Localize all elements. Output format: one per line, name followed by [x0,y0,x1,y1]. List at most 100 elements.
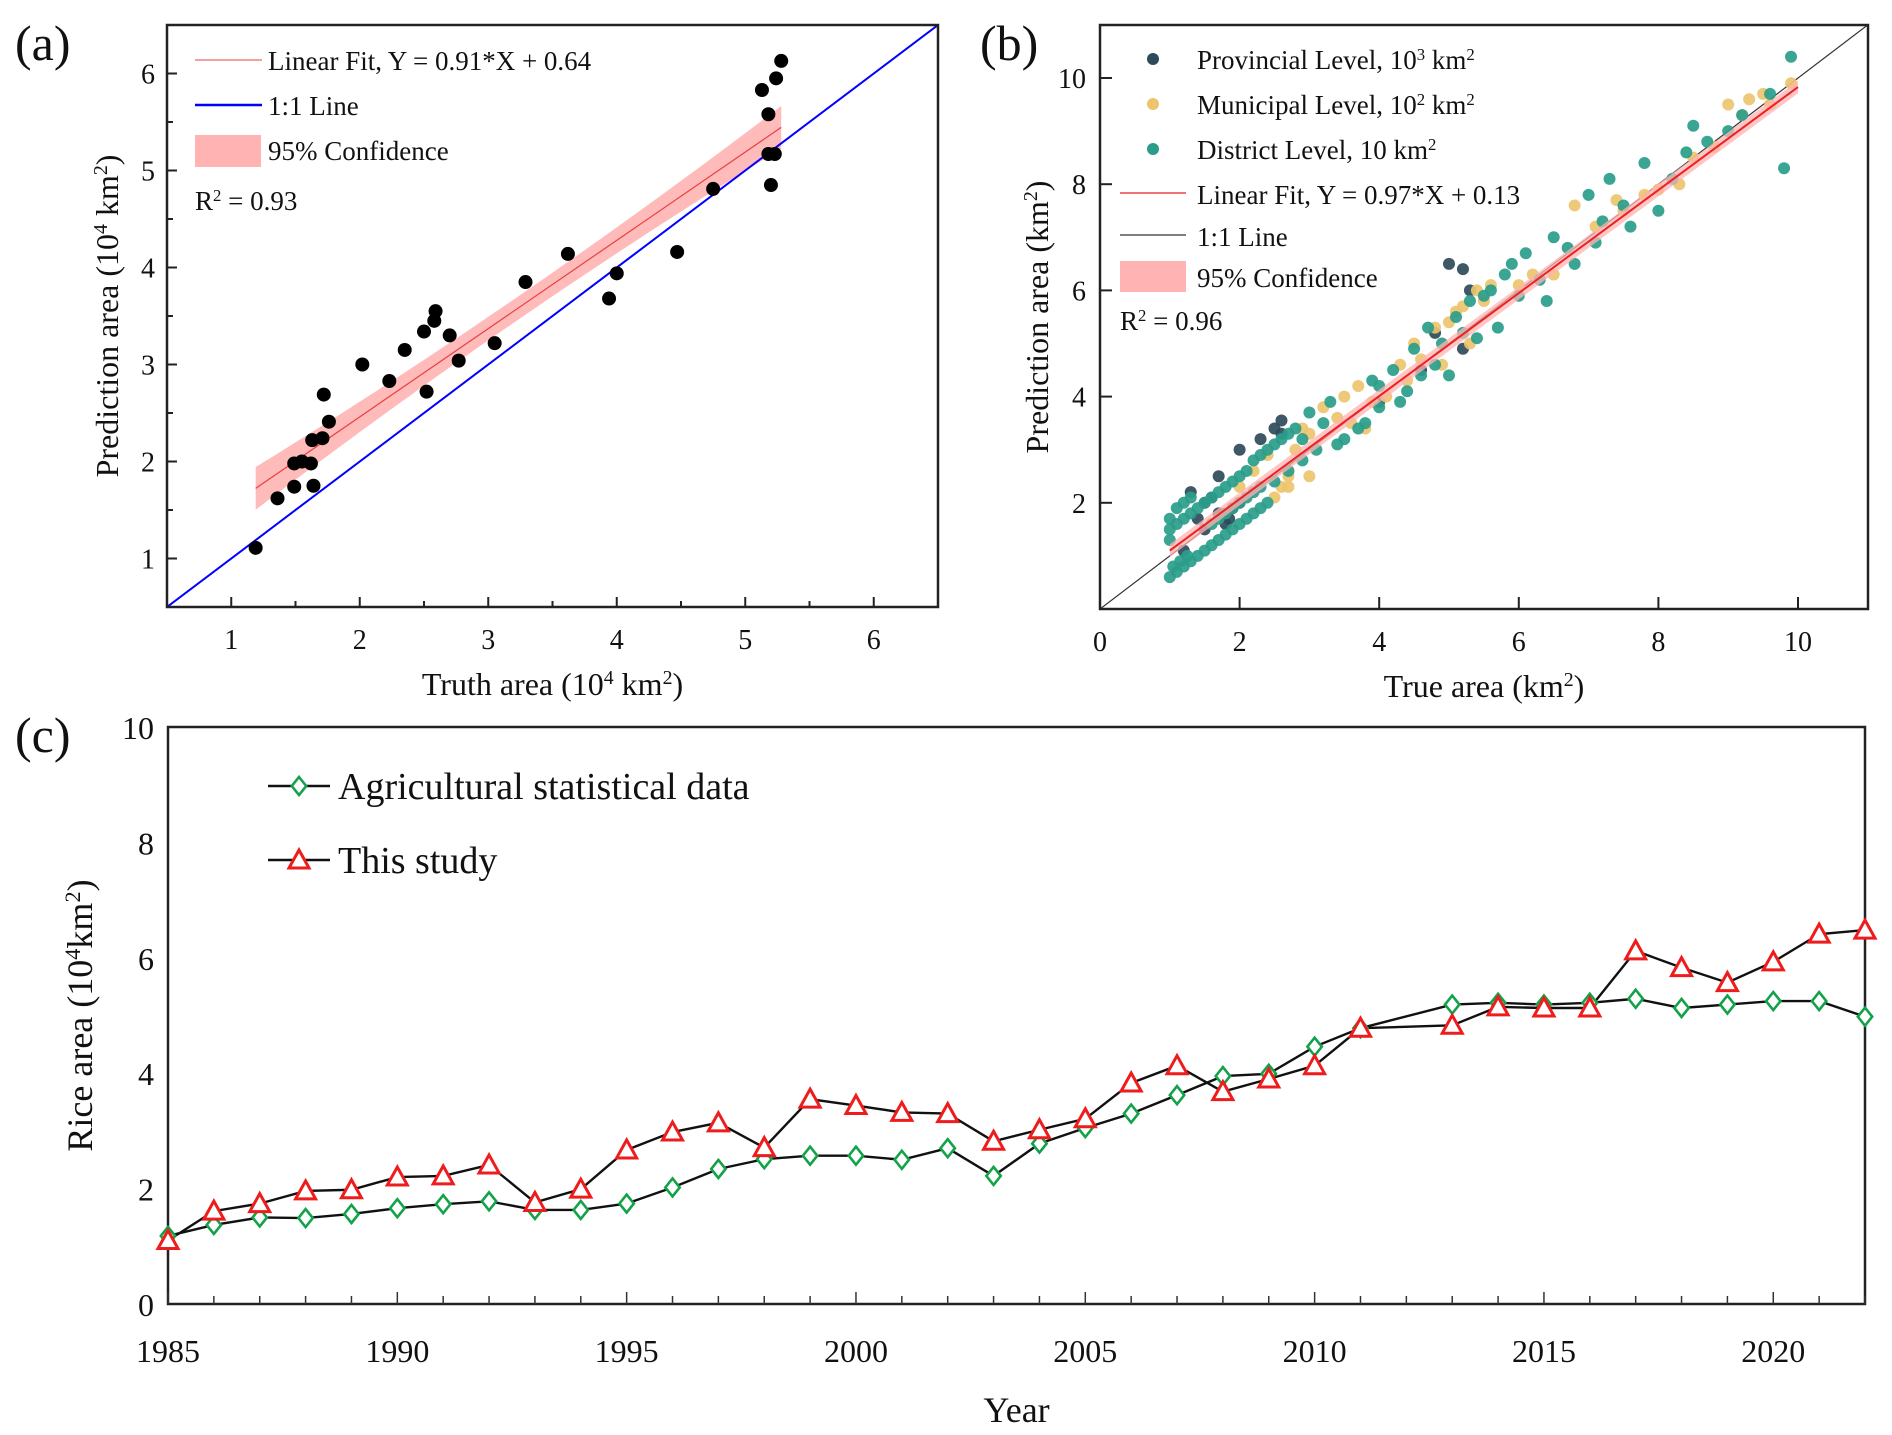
marker-triangle [384,1163,410,1187]
label-text: Linear Fit, Y = 0.97*X + 0.13 [1197,180,1520,210]
plot-frame [166,725,1867,1306]
label-text: 0 [1093,627,1107,658]
data-point [1568,257,1581,270]
label-text: 6 [138,941,154,977]
label-text: 1990 [365,1333,429,1369]
marker-triangle [1026,1116,1052,1140]
panel-label: (b) [980,15,1038,71]
legend-label: 1:1 Line [1197,222,1288,252]
legend-swatch-band [195,135,261,167]
label-text: True area (km [1384,668,1564,704]
superscript: 3 [1417,45,1425,64]
data-point [1240,464,1253,477]
marker-triangle [1302,1052,1328,1076]
series-agricultural-statistical-data [167,997,1866,1238]
plot-area [1100,25,1868,609]
label-text: Prediction area (km [1019,201,1055,453]
data-point [1261,496,1274,509]
marker-diamond [1168,1084,1186,1107]
y-tick-label: 4 [1072,383,1086,414]
data-point [518,275,533,290]
label-text: 1:1 Line [1197,222,1288,252]
label-text: R [195,186,213,216]
label-text: km [89,175,125,224]
superscript: 2 [1138,306,1146,325]
marker-triangle [797,1086,823,1109]
label-text: R [1120,306,1138,336]
label-text: km [1425,45,1466,75]
x-tick-label: 2 [1233,627,1247,658]
panel-c: (c) 1985 1990 1995 2000 2005 2010 2015 2020 0 2 4 6 8… [15,707,1878,1430]
data-point [1582,188,1595,201]
marker-triangle [247,1190,273,1214]
label-text: 8 [138,825,154,861]
y-tick-label: 8 [1072,170,1086,201]
marker-diamond [1810,989,1828,1013]
label-text: ) [672,666,683,702]
data-point [609,266,624,281]
superscript: 4 [90,224,112,234]
marker-triangle [1852,917,1878,940]
label-text: Year [983,1390,1049,1430]
superscript: 2 [663,667,673,689]
data-point [1701,135,1714,148]
marker-triangle [1531,994,1557,1018]
marker-diamond [434,1193,453,1216]
y-tick-label: 1 [141,545,155,576]
legend: Linear Fit, Y = 0.91*X + 0.64 1:1 Line 95%… [195,46,592,216]
label-text: 4 [610,625,624,656]
marker-triangle [659,1118,686,1142]
data-point [1184,491,1197,504]
markers-triangle [155,917,1878,1251]
x-tick-label: 1 [224,625,238,656]
label-text: 5 [738,625,752,656]
data-point [1282,480,1295,493]
data-point [1181,549,1194,562]
data-point [1687,119,1700,132]
label-text: km [614,666,663,702]
data-point [417,324,431,339]
data-point [487,336,502,351]
marker-triangle [1623,937,1649,961]
x-tick-label: 2 [353,625,367,656]
label-text: (c) [15,707,71,763]
marker-triangle [1485,993,1511,1017]
x-tick-label: 1990 [365,1333,429,1369]
legend-swatch-dot [1147,98,1159,110]
data-point [419,384,434,399]
marker-triangle [935,1100,961,1124]
data-point [1352,379,1365,392]
fit-line [1169,86,1799,552]
data-point [769,71,784,86]
label-text: 0 [138,1287,154,1323]
label-text: ) [89,155,125,166]
x-tick-label: 6 [1512,627,1526,658]
superscript: 2 [90,165,112,175]
marker-diamond [480,1190,498,1213]
data-point [1547,231,1560,244]
data-point [774,53,789,68]
data-point [754,82,769,97]
data-point [1603,172,1616,185]
label-text: 5 [141,157,155,188]
data-point [1743,93,1756,106]
marker-diamond [617,1192,636,1215]
label-text: Rice area (10 [60,960,100,1152]
marker-diamond [801,1144,819,1167]
data-point [1254,433,1267,446]
marker-triangle [614,1136,640,1160]
panel-label: (a) [15,15,71,71]
y-tick-label: 10 [1058,64,1086,95]
marker-triangle [843,1092,869,1116]
x-tick-label: 1995 [595,1333,659,1369]
x-tick-label: 4 [1372,627,1386,658]
data-point [355,357,370,372]
data-point [303,456,318,471]
legend: Agricultural statistical data This study [268,766,750,882]
plot-area [167,25,938,607]
label-text: District Level, 10 km [1197,135,1428,165]
data-point [670,244,685,259]
label-text: 6 [1512,627,1526,658]
marker-diamond [1764,989,1783,1013]
marker-triangle [293,1177,319,1201]
